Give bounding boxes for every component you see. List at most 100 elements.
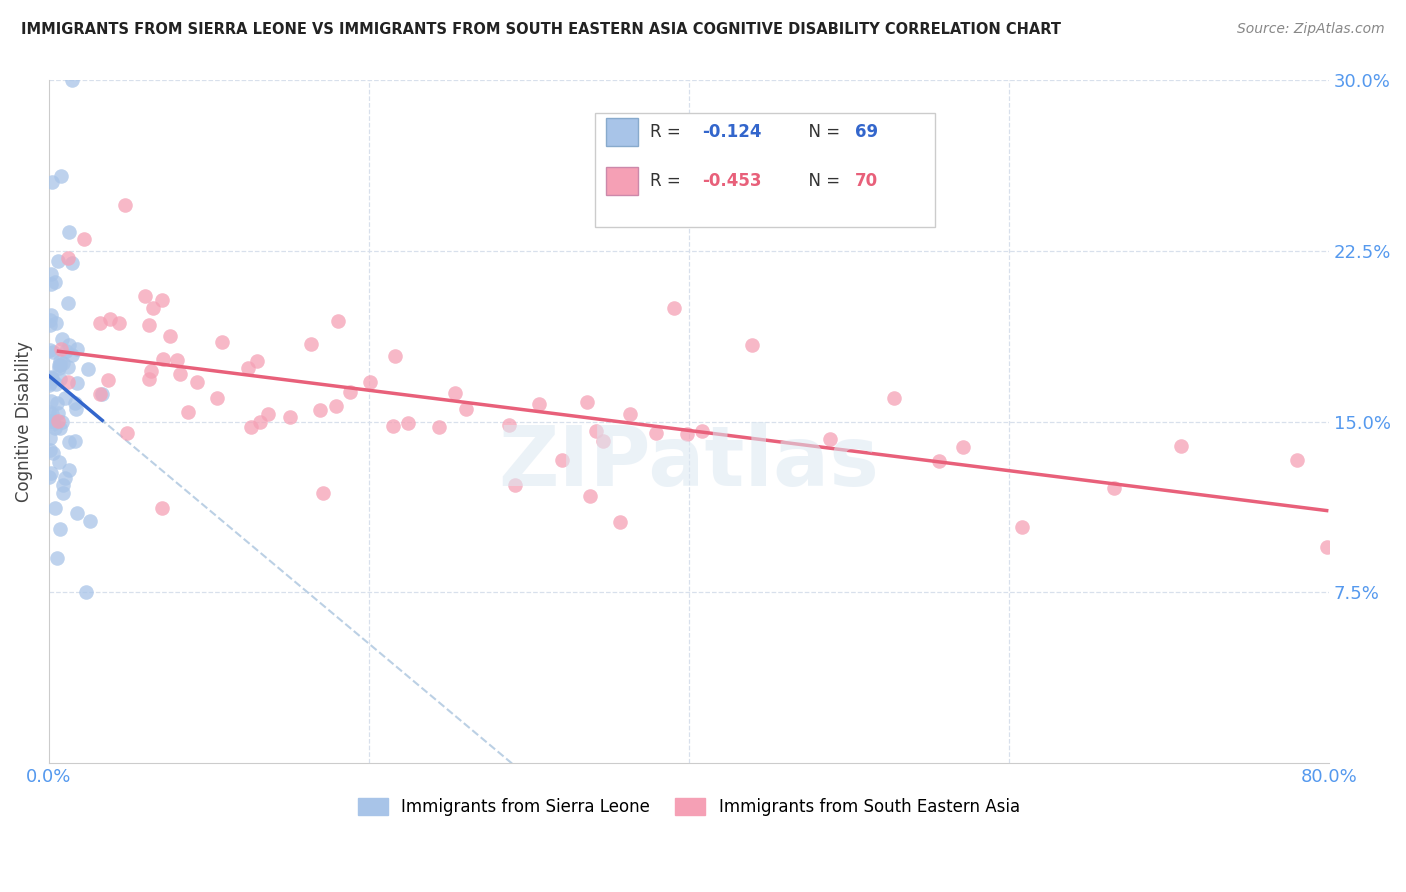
Point bbox=[211, 335, 233, 350]
Point bbox=[299, 337, 322, 351]
Point bbox=[142, 301, 165, 315]
Point bbox=[186, 376, 208, 390]
Point bbox=[676, 427, 699, 442]
Point bbox=[60, 348, 83, 362]
Point bbox=[159, 329, 181, 343]
Text: -0.124: -0.124 bbox=[702, 123, 761, 141]
Point bbox=[75, 585, 97, 599]
Point bbox=[65, 434, 87, 449]
Point bbox=[551, 452, 574, 467]
Point bbox=[55, 343, 77, 358]
Point bbox=[58, 375, 80, 389]
Point bbox=[1170, 439, 1192, 453]
Point bbox=[396, 416, 419, 430]
Point bbox=[58, 463, 80, 477]
Point bbox=[42, 345, 65, 359]
Point bbox=[42, 414, 65, 428]
Y-axis label: Cognitive Disability: Cognitive Disability bbox=[15, 341, 32, 502]
Point bbox=[503, 478, 526, 492]
Point bbox=[134, 289, 156, 303]
Point bbox=[53, 471, 76, 485]
Point bbox=[205, 391, 228, 405]
Point bbox=[44, 420, 66, 434]
Point bbox=[108, 316, 131, 330]
Point bbox=[1102, 481, 1125, 495]
Point bbox=[52, 478, 75, 492]
Point bbox=[240, 419, 263, 434]
Point bbox=[150, 293, 173, 307]
Point bbox=[39, 370, 62, 384]
Point bbox=[49, 359, 72, 373]
Point bbox=[98, 312, 121, 326]
Point bbox=[579, 489, 602, 503]
Point bbox=[38, 371, 60, 385]
Point bbox=[690, 425, 713, 439]
Point bbox=[97, 373, 120, 387]
Point bbox=[41, 407, 63, 421]
Point bbox=[150, 500, 173, 515]
Point bbox=[114, 198, 136, 212]
Point bbox=[576, 394, 599, 409]
Point bbox=[152, 351, 174, 366]
Point bbox=[39, 431, 62, 445]
Point bbox=[44, 500, 66, 515]
Point bbox=[454, 401, 477, 416]
Point bbox=[77, 361, 100, 376]
Point bbox=[169, 368, 191, 382]
Point bbox=[56, 295, 79, 310]
Point bbox=[325, 399, 347, 413]
Point bbox=[91, 386, 114, 401]
Text: 70: 70 bbox=[855, 172, 879, 190]
Point bbox=[48, 406, 70, 420]
Point bbox=[339, 384, 361, 399]
Text: ZIPatlas: ZIPatlas bbox=[498, 422, 879, 503]
Point bbox=[60, 256, 83, 270]
Point bbox=[45, 551, 67, 566]
Point bbox=[177, 405, 200, 419]
Point bbox=[883, 391, 905, 405]
Text: Source: ZipAtlas.com: Source: ZipAtlas.com bbox=[1237, 22, 1385, 37]
Point bbox=[38, 343, 60, 358]
Point bbox=[51, 332, 73, 346]
Point bbox=[45, 376, 67, 391]
Point bbox=[585, 424, 607, 438]
Legend: Immigrants from Sierra Leone, Immigrants from South Eastern Asia: Immigrants from Sierra Leone, Immigrants… bbox=[352, 791, 1026, 823]
Point bbox=[619, 407, 641, 421]
Point bbox=[1011, 520, 1033, 534]
Point bbox=[38, 404, 60, 418]
Point bbox=[741, 338, 763, 352]
Point bbox=[51, 415, 73, 429]
Point bbox=[49, 169, 72, 183]
Point bbox=[39, 308, 62, 322]
Point bbox=[309, 403, 332, 417]
Point bbox=[46, 254, 69, 268]
Point bbox=[257, 407, 280, 421]
Point bbox=[38, 469, 60, 483]
Point bbox=[41, 176, 63, 190]
Point bbox=[115, 425, 138, 440]
Text: -0.453: -0.453 bbox=[702, 172, 761, 190]
Point bbox=[38, 318, 60, 333]
Point bbox=[58, 337, 80, 351]
Point bbox=[89, 387, 111, 401]
Point bbox=[46, 396, 69, 410]
Point bbox=[66, 376, 89, 391]
Point bbox=[45, 316, 67, 330]
Point bbox=[238, 361, 260, 376]
Point bbox=[65, 401, 87, 416]
Bar bbox=[606, 118, 638, 146]
Point bbox=[443, 386, 465, 401]
Point bbox=[278, 409, 301, 424]
Point bbox=[48, 358, 70, 372]
Point bbox=[63, 396, 86, 410]
Point bbox=[38, 313, 60, 327]
Point bbox=[384, 349, 406, 363]
Text: R =: R = bbox=[651, 123, 686, 141]
Point bbox=[58, 435, 80, 450]
Point bbox=[79, 514, 101, 528]
Point bbox=[89, 317, 111, 331]
Text: N =: N = bbox=[797, 123, 845, 141]
Point bbox=[326, 314, 349, 328]
Text: IMMIGRANTS FROM SIERRA LEONE VS IMMIGRANTS FROM SOUTH EASTERN ASIA COGNITIVE DIS: IMMIGRANTS FROM SIERRA LEONE VS IMMIGRAN… bbox=[21, 22, 1062, 37]
Point bbox=[818, 432, 841, 446]
